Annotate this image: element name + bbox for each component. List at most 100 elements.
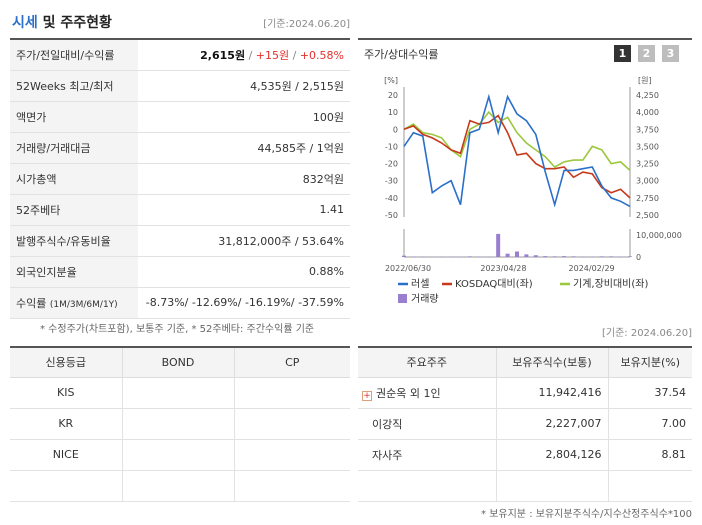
left-tick-label: -20 [385, 160, 398, 169]
quote-value: 31,812,000주 / 53.64% [138, 225, 350, 257]
quote-label: 52Weeks 최고/최저 [10, 70, 138, 102]
legend-label-machine: 기계,장비대비(좌) [573, 278, 648, 290]
returns-values: -8.73%/ -12.69%/ -16.19%/ -37.59% [138, 287, 350, 319]
chart-page-1-button[interactable]: 1 [614, 45, 631, 62]
right-tick-label: 2,500 [636, 211, 659, 220]
table-row: 이강직 2,227,007 7.00 [358, 408, 692, 440]
left-tick-label: -10 [385, 142, 398, 151]
volume-bar [533, 255, 538, 257]
left-tick-label: 0 [393, 125, 398, 134]
volume-bar [420, 256, 425, 258]
volume-tick-label: 10,000,000 [636, 231, 682, 240]
x-tick-label: 2024/02/29 [569, 264, 615, 273]
quote-row: 외국인지분율 0.88% [10, 256, 350, 288]
volume-bar [515, 251, 519, 257]
holder-name: 자사주 [358, 439, 496, 471]
x-tick-label: 2023/04/28 [480, 264, 526, 273]
quote-table: 주가/전일대비/수익률 2,615원 / +15원 / +0.58% 52Wee… [10, 38, 350, 319]
expand-plus-icon[interactable]: + [362, 390, 372, 401]
volume-bar [477, 256, 482, 258]
table-row: KIS [10, 377, 350, 409]
chart-page-2-button[interactable]: 2 [638, 45, 655, 62]
quote-row: 시가총액 832억원 [10, 163, 350, 195]
quote-row: 52Weeks 최고/최저 4,535원 / 2,515원 [10, 70, 350, 102]
footnote-right-date: [기준: 2024.06.20] [601, 328, 692, 339]
credit-agency: NICE [10, 439, 122, 471]
current-price: 2,615원 [200, 48, 246, 62]
volume-bar [562, 256, 567, 257]
volume-bar [496, 233, 501, 257]
table-row [358, 470, 692, 502]
base-date: [기준:2024.06.20] [263, 19, 350, 30]
quote-value: 1.41 [138, 194, 350, 226]
holder-shares: 2,227,007 [495, 408, 608, 440]
table-row: NICE [10, 439, 350, 471]
volume-bar [609, 256, 614, 257]
quote-label: 거래량/거래대금 [10, 132, 138, 164]
table-row: 자사주 2,804,126 8.81 [358, 439, 692, 471]
volume-bar [580, 256, 585, 258]
holder-pct: 8.81 [607, 439, 692, 471]
credit-cp [233, 439, 350, 471]
volume-bar [618, 256, 623, 258]
holder-shares: 11,942,416 [495, 377, 608, 409]
holder-pct: 37.54 [607, 377, 692, 409]
volume-bar [402, 255, 406, 257]
quote-value: 832억원 [138, 163, 350, 195]
quote-row: 52주베타 1.41 [10, 194, 350, 226]
quote-label: 주가/전일대비/수익률 [10, 39, 138, 71]
quote-value: 4,535원 / 2,515원 [138, 70, 350, 102]
credit-bond [121, 439, 234, 471]
volume-bar [599, 256, 604, 257]
right-tick-label: 3,250 [636, 160, 659, 169]
section-title: 시세 및 주주현황 [12, 12, 112, 32]
volume-bar [467, 256, 472, 257]
credit-agency: KIS [10, 377, 122, 409]
holder-shares: 2,804,126 [495, 439, 608, 471]
section-header: 시세 및 주주현황 [기준:2024.06.20] [10, 10, 350, 32]
sep: / [289, 48, 300, 62]
shareholders-table: 주요주주 보유주식수(보통) 보유지분(%) + 권순옥 외 1인 11,942,… [358, 346, 692, 502]
volume-bar [505, 253, 510, 257]
holder-pct: 7.00 [607, 408, 692, 440]
title-rest: 및 주주현황 [37, 15, 112, 31]
volume-bar [430, 256, 435, 258]
quote-row: 발행주식수/유동비율 31,812,000주 / 53.64% [10, 225, 350, 257]
legend-label-volume: 거래량 [411, 293, 439, 305]
left-tick-label: 20 [388, 91, 398, 100]
quote-label: 시가총액 [10, 163, 138, 195]
quote-label: 52주베타 [10, 194, 138, 226]
holders-header: 주요주주 [358, 347, 496, 378]
holder-name: 권순옥 외 1인 [376, 386, 441, 400]
left-tick-label: -50 [385, 211, 398, 220]
volume-bar [449, 256, 454, 258]
volume-bar [439, 256, 444, 258]
left-tick-label: -30 [385, 177, 398, 186]
volume-bar [571, 256, 576, 257]
credit-bond [121, 408, 234, 440]
quote-row: 액면가 100원 [10, 101, 350, 133]
right-tick-label: 4,250 [636, 91, 659, 100]
quote-value: 0.88% [138, 256, 350, 288]
credit-header-row: 신용등급 BOND CP [10, 347, 350, 378]
left-unit-label: [%] [384, 76, 398, 85]
holder-name [358, 470, 496, 502]
quote-row: 거래량/거래대금 44,585주 / 1억원 [10, 132, 350, 164]
chart-page-3-button[interactable]: 3 [662, 45, 679, 62]
credit-agency [10, 470, 122, 502]
volume-bar [524, 254, 529, 257]
quote-value: 44,585주 / 1억원 [138, 132, 350, 164]
volume-bar [552, 256, 557, 257]
left-tick-label: -40 [385, 194, 398, 203]
legend-label-kosdaq: KOSDAQ대비(좌) [455, 278, 533, 290]
series-line-russell [403, 93, 631, 208]
quote-value: 2,615원 / +15원 / +0.58% [138, 39, 350, 71]
right-unit-label: [원] [638, 76, 652, 85]
credit-header: CP [233, 347, 350, 378]
holder-pct [607, 470, 692, 502]
left-tick-label: 10 [388, 108, 398, 117]
volume-bar [486, 256, 491, 258]
footnote-bottom: * 보유지분 : 보유지분주식수/지수산정주식수*100 [481, 509, 692, 520]
footnote-left: * 수정주가(차트포함), 보통주 기준, * 52주베타: 주간수익률 기준 [40, 324, 315, 335]
holder-shares [495, 470, 608, 502]
